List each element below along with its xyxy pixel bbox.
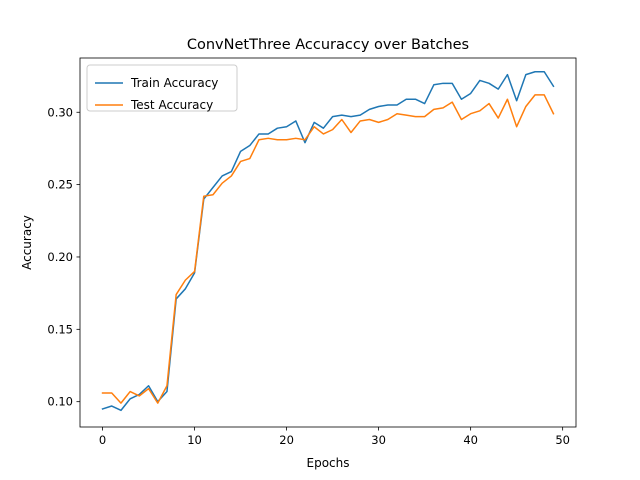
x-tick-label: 50 [555,433,570,447]
y-tick-label: 0.25 [47,178,73,192]
series-line-0 [101,71,555,412]
y-tick-label: 0.30 [47,105,73,119]
plot-lines [101,71,555,412]
x-tick-label: 30 [371,433,386,447]
plot-frame [79,57,577,428]
x-tick-label: 0 [99,433,106,447]
y-axis-label: Accuracy [20,215,34,270]
y-axis-ticks: 0.10 0.15 0.20 0.25 0.30 [47,105,80,409]
x-tick-label: 10 [187,433,202,447]
x-tick-label: 20 [279,433,294,447]
series-line-1 [101,94,555,404]
y-tick-label: 0.20 [47,250,73,264]
y-tick-label: 0.10 [47,395,73,409]
y-tick-label: 0.15 [47,322,73,336]
chart-title: ConvNetThree Accuraccy over Batches [187,37,469,53]
legend-label-1: Test Accuracy [130,98,213,112]
x-axis-label: Epochs [307,456,350,470]
legend: Train Accuracy Test Accuracy [86,64,238,112]
x-axis-ticks: 0 10 20 30 40 50 [99,427,570,447]
legend-label-0: Train Accuracy [130,76,218,90]
legend-box [86,64,238,112]
x-tick-label: 40 [463,433,478,447]
